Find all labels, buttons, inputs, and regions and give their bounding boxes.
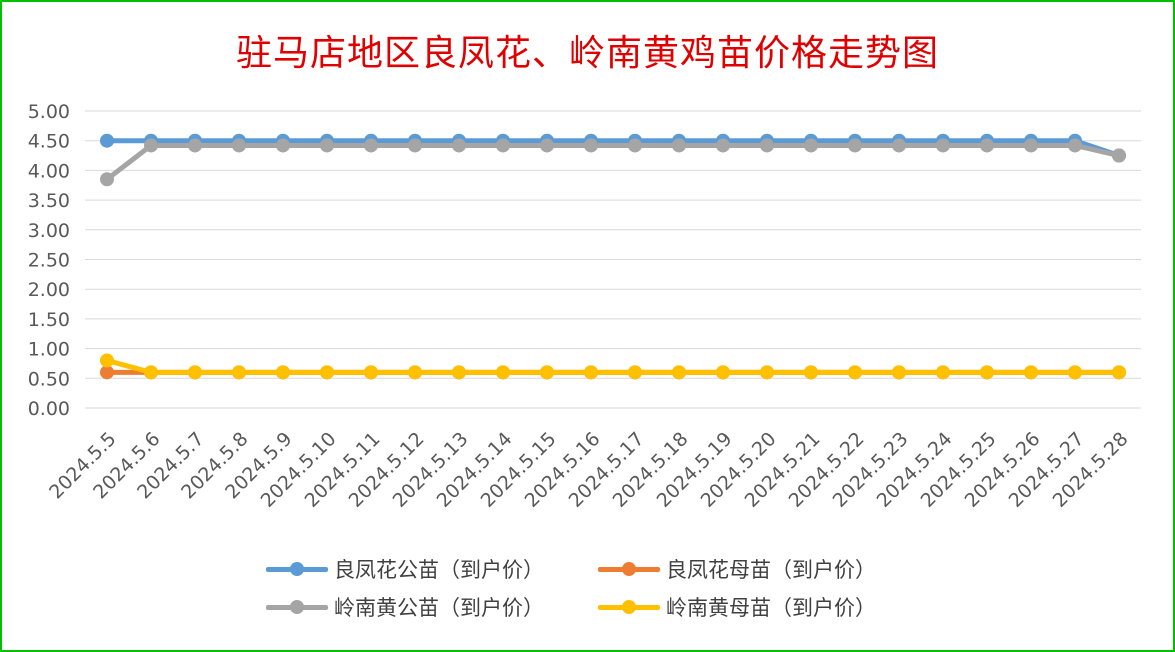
y-tick-label: 1.00 — [28, 339, 70, 361]
series-3-point — [804, 138, 818, 153]
series-3-point — [1068, 138, 1082, 153]
series-3-point — [628, 138, 642, 153]
series-3-point — [672, 138, 686, 153]
series-4-point — [540, 365, 554, 380]
series-3-point — [848, 138, 862, 153]
series-4-point — [848, 365, 862, 380]
series-4-point — [892, 365, 906, 380]
chart-title: 驻马店地区良凤花、岭南黄鸡苗价格走势图 — [235, 33, 939, 74]
series-3-point — [496, 138, 510, 153]
series-3-point — [364, 138, 378, 153]
series-3-point — [980, 138, 994, 153]
series-4-point — [980, 365, 994, 380]
series-3-point — [540, 138, 554, 153]
series-3-point — [100, 172, 114, 187]
series-4-point — [716, 365, 730, 380]
series-line-3 — [104, 142, 1122, 182]
series-3-point — [936, 138, 950, 153]
series-3-point — [760, 138, 774, 153]
y-tick-label: 2.50 — [28, 250, 70, 272]
legend-label-2: 良凤花母苗（到户价） — [666, 558, 876, 582]
series-4-point — [408, 365, 422, 380]
legend-item-2: 良凤花母苗（到户价） — [598, 554, 876, 584]
series-4-point — [1068, 365, 1082, 380]
series-4-point — [188, 365, 202, 380]
legend-marker-2 — [598, 559, 660, 579]
legend-label-3: 岭南黄公苗（到户价） — [334, 596, 544, 620]
series-4-point — [452, 365, 466, 380]
series-line-1 — [104, 138, 1122, 159]
y-tick-label: 2.00 — [28, 279, 70, 301]
legend-item-3: 岭南黄公苗（到户价） — [266, 592, 544, 622]
y-tick-label: 0.00 — [28, 398, 70, 420]
legend-label-1: 良凤花公苗（到户价） — [334, 558, 544, 582]
series-4-point — [320, 365, 334, 380]
series-4-point — [1024, 365, 1038, 380]
series-3-point — [188, 138, 202, 153]
series-4-point — [628, 365, 642, 380]
series-3-point — [1112, 148, 1126, 163]
series-4-point — [100, 353, 114, 368]
y-tick-label: 4.50 — [28, 131, 70, 153]
series-4-point — [1112, 365, 1126, 380]
y-tick-label: 5.00 — [28, 101, 70, 123]
series-3-point — [1024, 138, 1038, 153]
series-3-point — [144, 138, 158, 153]
series-3-point — [276, 138, 290, 153]
series-3-point — [716, 138, 730, 153]
series-4-point — [584, 365, 598, 380]
series-4-point — [496, 365, 510, 380]
series-line-4 — [104, 357, 1122, 375]
legend-item-4: 岭南黄母苗（到户价） — [598, 592, 876, 622]
series-4-point — [804, 365, 818, 380]
y-tick-label: 4.00 — [28, 160, 70, 182]
series-4-point — [936, 365, 950, 380]
series-3-point — [584, 138, 598, 153]
series-1-point — [100, 133, 114, 148]
y-tick-label: 1.50 — [28, 309, 70, 331]
legend-marker-1 — [266, 559, 328, 579]
series-4-point — [276, 365, 290, 380]
y-tick-label: 0.50 — [28, 368, 70, 390]
y-tick-label: 3.50 — [28, 190, 70, 212]
series-3-point — [320, 138, 334, 153]
series-4-point — [672, 365, 686, 380]
legend-marker-4 — [598, 597, 660, 617]
series-3-point — [408, 138, 422, 153]
series-2-point — [100, 365, 114, 380]
series-3-point — [232, 138, 246, 153]
series-3-point — [892, 138, 906, 153]
series-4-point — [232, 365, 246, 380]
series-4-point — [364, 365, 378, 380]
legend-label-4: 岭南黄母苗（到户价） — [666, 596, 876, 620]
legend-marker-3 — [266, 597, 328, 617]
legend-item-1: 良凤花公苗（到户价） — [266, 554, 544, 584]
series-4-point — [144, 365, 158, 380]
y-tick-label: 3.00 — [28, 220, 70, 242]
series-4-point — [760, 365, 774, 380]
series-3-point — [452, 138, 466, 153]
